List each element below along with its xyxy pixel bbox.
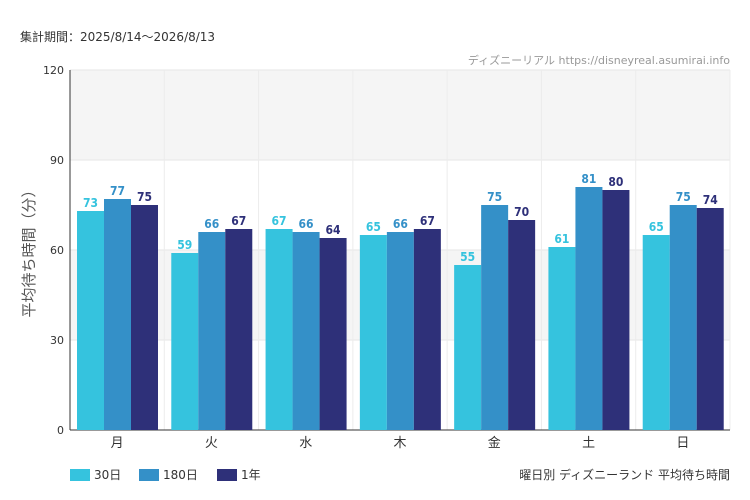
bar-5-1 [575,187,603,430]
x-tick-label: 金 [488,435,501,451]
x-tick-label: 土 [582,436,595,451]
bar-5-2 [602,190,630,430]
legend-swatch [70,469,90,481]
data-label: 59 [177,238,192,252]
data-label: 67 [231,214,246,228]
bar-3-1 [386,232,414,430]
data-label: 81 [581,172,596,186]
legend-swatch [139,469,159,481]
grid-band [70,70,730,160]
bar-5-0 [548,247,576,430]
x-tick-label: 月 [111,436,124,451]
data-label: 77 [110,184,125,198]
x-tick-label: 火 [205,436,218,451]
data-label: 66 [393,217,408,231]
bar-3-2 [413,229,441,430]
bar-1-1 [198,232,226,430]
data-label: 55 [460,250,475,264]
data-label: 65 [649,220,664,234]
credit-label: ディズニーリアル https://disneyreal.asumirai.inf… [468,53,730,67]
data-label: 75 [676,190,691,204]
data-label: 67 [272,214,287,228]
legend-label: 180日 [163,468,198,482]
data-label: 73 [83,196,98,210]
data-label: 80 [608,175,623,189]
bar-3-0 [359,235,387,430]
bar-4-0 [454,265,482,430]
y-tick-label: 30 [50,334,64,347]
bar-2-2 [319,238,347,430]
period-label: 集計期間：2025/8/14〜2026/8/13 [20,30,216,44]
data-label: 66 [204,217,219,231]
bar-6-0 [642,235,670,430]
legend-swatch [217,469,237,481]
data-label: 74 [703,193,719,207]
bar-0-0 [77,211,104,430]
data-label: 67 [420,214,435,228]
data-label: 75 [487,190,502,204]
y-tick-label: 120 [43,64,64,77]
x-tick-label: 木 [393,436,406,451]
x-tick-label: 水 [299,436,312,451]
data-label: 64 [326,223,342,237]
bar-0-2 [131,205,158,430]
chart-subtitle: 曜日別 ディズニーランド 平均待ち時間 [519,467,730,482]
legend-label: 1年 [241,468,261,482]
y-tick-label: 60 [50,244,64,257]
y-tick-label: 90 [50,154,64,167]
bar-0-1 [104,199,131,430]
y-tick-label: 0 [57,424,64,437]
data-label: 66 [299,217,314,231]
bar-1-2 [225,229,253,430]
bar-2-0 [265,229,293,430]
bar-2-1 [292,232,320,430]
bar-4-1 [481,205,509,430]
data-label: 61 [554,232,569,246]
data-label: 65 [366,220,381,234]
y-axis-label: 平均待ち時間（分） [20,182,38,317]
bar-4-2 [508,220,536,430]
bar-6-2 [696,208,724,430]
bar-6-1 [669,205,697,430]
bar-1-0 [171,253,199,430]
data-label: 75 [137,190,152,204]
data-label: 70 [514,205,529,219]
x-tick-label: 日 [676,436,689,451]
legend-label: 30日 [94,468,121,482]
